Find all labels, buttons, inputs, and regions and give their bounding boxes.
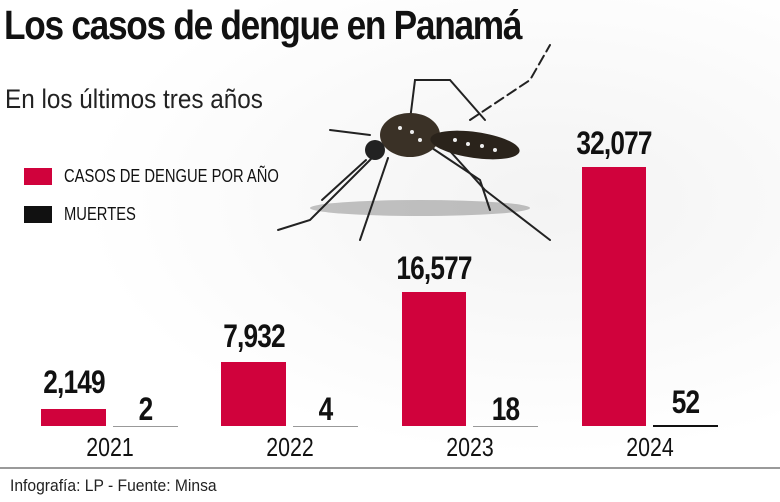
page-title: Los casos de dengue en Panamá [4, 2, 522, 48]
cases-bar-2022 [221, 362, 286, 426]
legend-item-cases: CASOS DE DENGUE POR AÑO [24, 166, 326, 187]
legend-label-cases: CASOS DE DENGUE POR AÑO [64, 166, 279, 186]
legend-swatch-cases [24, 168, 52, 185]
year-label-2023: 2023 [446, 432, 494, 462]
deaths-bar-2021 [113, 426, 178, 427]
cases-bar-2023 [402, 292, 466, 426]
legend-label-deaths: MUERTES [64, 204, 136, 224]
cases-value-2024: 32,077 [576, 125, 652, 161]
deaths-bar-2022 [293, 426, 358, 427]
cases-bar-2021 [41, 409, 106, 426]
deaths-value-2021: 2 [138, 391, 154, 427]
source-credit: Infografía: LP - Fuente: Minsa [10, 476, 217, 495]
page-subtitle: En los últimos tres años [5, 84, 263, 114]
deaths-bar-2023 [473, 426, 538, 427]
legend-item-deaths: MUERTES [24, 204, 152, 225]
cases-value-2023: 16,577 [396, 250, 472, 286]
legend-swatch-deaths [24, 206, 52, 223]
deaths-value-2024: 52 [671, 384, 700, 420]
cases-bar-2024 [582, 167, 646, 426]
cases-value-2021: 2,149 [43, 364, 105, 400]
deaths-value-2022: 4 [318, 391, 334, 427]
footer-divider [0, 467, 780, 469]
cases-value-2022: 7,932 [223, 318, 285, 354]
mosquito-image [277, 44, 551, 241]
year-label-2022: 2022 [266, 432, 314, 462]
year-label-2024: 2024 [626, 432, 674, 462]
deaths-value-2023: 18 [491, 391, 520, 427]
year-label-2021: 2021 [86, 432, 134, 462]
deaths-bar-2024 [653, 425, 718, 427]
